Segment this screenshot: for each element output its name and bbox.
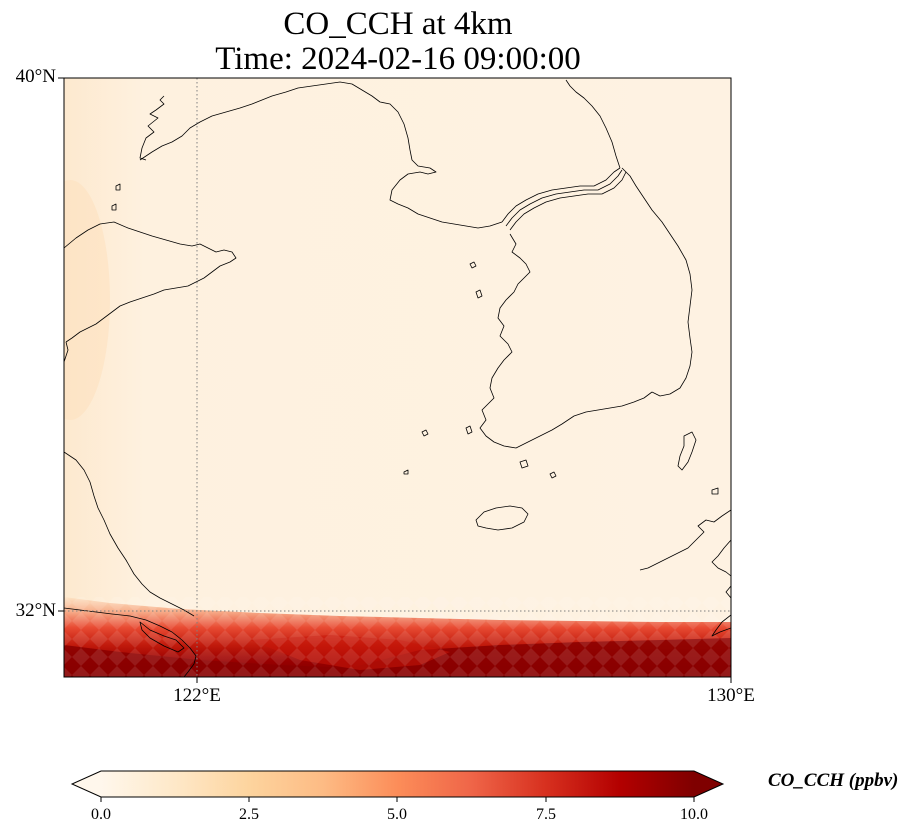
map-title-line1: CO_CCH at 4km bbox=[283, 6, 513, 42]
colorbar-tick-label-10: 10.0 bbox=[680, 806, 708, 823]
band-texture bbox=[64, 597, 731, 677]
colorbar-extend-max bbox=[694, 771, 723, 797]
axis-ticks bbox=[58, 77, 732, 683]
coastline-jiangsu bbox=[64, 341, 195, 617]
coastline-kyushu bbox=[639, 509, 731, 637]
lon-label-130e: 130°E bbox=[707, 685, 755, 706]
map-title-line2: Time: 2024-02-16 09:00:00 bbox=[215, 41, 581, 77]
coastline-north-korea-east bbox=[565, 79, 621, 169]
coastline-tsushima bbox=[677, 431, 697, 471]
coastline-north-korea-west bbox=[501, 167, 627, 231]
coastline-jeju bbox=[475, 505, 529, 531]
coastline-korea-west bbox=[479, 233, 653, 449]
coastline-yangtze-delta bbox=[64, 607, 197, 677]
lat-label-32n: 32°N bbox=[15, 600, 56, 621]
colorbar-tick-label-0: 0.0 bbox=[91, 806, 111, 823]
colorbar bbox=[70, 770, 725, 802]
colorbar-tick-label-2-5: 2.5 bbox=[239, 806, 259, 823]
map-plot-area bbox=[64, 78, 731, 677]
west-coast-light-plume bbox=[64, 180, 110, 420]
colorbar-tick-label-5: 5.0 bbox=[387, 806, 407, 823]
colorbar-body bbox=[101, 771, 694, 797]
coastline-shandong bbox=[64, 221, 237, 343]
colorbar-tick-label-7-5: 7.5 bbox=[536, 806, 556, 823]
colorbar-label: CO_CCH (ppbv) bbox=[768, 770, 899, 791]
coastline-liaodong bbox=[139, 81, 503, 229]
concentration-background bbox=[64, 78, 731, 677]
coastline-small-islands bbox=[111, 183, 719, 495]
lat-label-40n: 40°N bbox=[15, 66, 56, 87]
coastline-korea-east bbox=[621, 167, 693, 397]
gridlines bbox=[64, 78, 731, 677]
map-frame bbox=[63, 77, 732, 678]
lon-label-122e: 122°E bbox=[173, 685, 221, 706]
colorbar-ticks bbox=[100, 797, 695, 802]
colorbar-extend-min bbox=[72, 771, 101, 797]
coastline-bohai-west bbox=[139, 95, 165, 161]
coastlines bbox=[64, 79, 731, 677]
